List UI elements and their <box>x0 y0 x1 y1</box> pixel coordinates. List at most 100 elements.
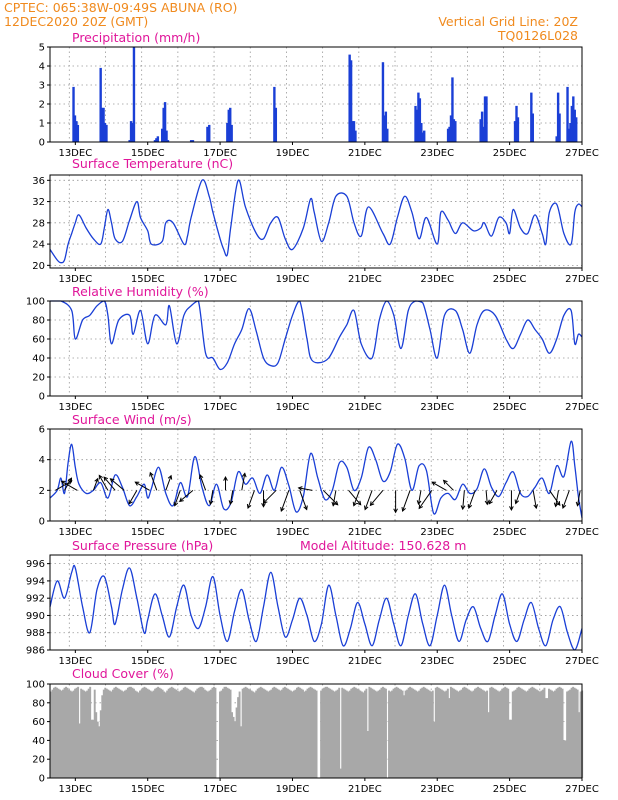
cloud-bar <box>555 688 558 778</box>
cloud-bar <box>360 691 363 778</box>
wind-arrow <box>280 490 290 512</box>
precip-bar <box>513 121 517 142</box>
cloud-bar <box>280 689 283 778</box>
cloud-bar <box>80 688 83 778</box>
cloud-bar <box>392 688 395 778</box>
cloud-bar <box>50 691 52 778</box>
cloud-bar <box>126 687 129 778</box>
cloud-bar <box>92 719 95 778</box>
cloud-bar <box>451 687 454 778</box>
rh-plot-frame <box>49 300 583 397</box>
cloud-bar <box>179 690 182 778</box>
cloud-bar <box>519 687 522 778</box>
wind-arrow <box>165 474 173 491</box>
cloud-bar <box>267 691 270 778</box>
cloud-bar <box>271 687 274 778</box>
cloud-bar <box>339 768 342 778</box>
x-tick-label: 25DEC <box>493 656 527 667</box>
cloud-bar <box>431 690 434 778</box>
x-tick-label: 19DEC <box>276 656 310 667</box>
cloud-bar <box>354 687 357 778</box>
wind-arrow <box>331 490 337 507</box>
cloud-bar <box>300 688 303 778</box>
cloud-bar <box>250 690 253 778</box>
cloud-bar <box>409 686 412 778</box>
cloud-bar <box>461 687 464 778</box>
y-tick-label: 992 <box>26 594 45 605</box>
cloud-bar <box>108 690 111 778</box>
cloud-bar <box>569 689 572 778</box>
cloud-bar <box>345 690 348 778</box>
cloud-bar <box>268 690 271 778</box>
cloud-bar <box>455 690 458 778</box>
cloud-bar <box>69 690 72 778</box>
cloud-bar <box>303 691 306 778</box>
cloud-bar <box>228 688 230 778</box>
cloud-bar <box>314 689 317 778</box>
cloud-bar <box>89 686 92 778</box>
cloud-bar <box>143 686 146 778</box>
cloud-bar <box>235 707 238 778</box>
precip-bar <box>569 123 572 142</box>
cloud-bar <box>140 689 143 778</box>
cloud-bar <box>302 689 304 778</box>
cloud-bar <box>406 689 409 778</box>
cloud-bar <box>212 686 215 778</box>
precip-bar <box>163 102 167 142</box>
precip-bar <box>570 105 574 142</box>
precip-bar <box>208 124 211 142</box>
cloud-bar <box>240 726 243 778</box>
pres-plot-frame <box>49 554 583 651</box>
x-tick-label: 21DEC <box>348 274 382 285</box>
x-tick-label: 23DEC <box>420 656 454 667</box>
cloud-bar <box>551 690 553 778</box>
cloud-bar <box>200 686 203 778</box>
y-tick-label: 4 <box>39 455 45 466</box>
cloud-bar <box>202 687 205 778</box>
cloud-bar <box>374 690 377 778</box>
precip-bar <box>274 107 278 142</box>
cloud-bar <box>422 686 425 778</box>
cloud-bar <box>566 691 569 778</box>
cloud-bar <box>308 687 310 778</box>
wind-arrow <box>128 490 138 505</box>
cloud-bar <box>526 690 529 778</box>
cloud-bar <box>531 686 534 778</box>
cloud-bar <box>472 690 475 778</box>
cloud-bar <box>511 691 514 778</box>
cloud-bar <box>241 688 244 778</box>
cloud-bar <box>191 691 194 778</box>
cloud-bar <box>439 688 442 778</box>
cloud-bar <box>394 687 396 778</box>
cloud-bar <box>203 689 206 778</box>
x-tick-label: 15DEC <box>131 402 165 413</box>
cloud-bar <box>163 691 166 778</box>
cloud-bar <box>161 689 164 778</box>
cloud-bar <box>498 691 501 778</box>
precip-bar <box>515 105 518 142</box>
cloud-bar <box>449 686 452 778</box>
x-tick-label: 25DEC <box>493 784 527 795</box>
cloud-bar <box>181 689 184 778</box>
wind-arrow <box>431 481 447 491</box>
cloud-bar <box>520 688 523 778</box>
y-tick-label: 100 <box>26 680 45 691</box>
wind-arrow <box>60 480 78 491</box>
cloud-bar <box>160 688 163 778</box>
cloud-bar <box>90 719 93 778</box>
cloud-bar <box>107 689 110 778</box>
y-tick-label: 5 <box>39 43 45 54</box>
x-tick-label: 15DEC <box>131 527 165 538</box>
cloud-bar <box>295 687 298 778</box>
cloud-bar <box>481 689 484 778</box>
cloud-bar <box>510 719 513 778</box>
wind-arrow <box>64 477 73 491</box>
cloud-bar <box>234 721 237 778</box>
header-datetime: 12DEC2020 20Z (GMT) <box>4 14 148 29</box>
y-tick-label: 2 <box>39 100 45 111</box>
wind-arrow <box>418 490 433 510</box>
cloud-bar <box>223 686 226 778</box>
cloud-bar <box>113 687 116 778</box>
y-tick-label: 24 <box>32 240 45 251</box>
precip-bar <box>480 111 484 142</box>
